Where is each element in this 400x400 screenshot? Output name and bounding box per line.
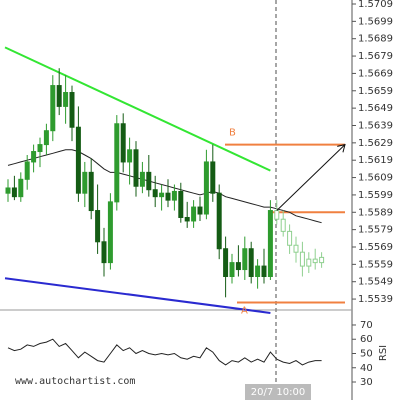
candle-body	[171, 190, 177, 201]
candle-body	[114, 123, 120, 203]
rsi-label: RSI	[378, 345, 389, 361]
time-label-box	[245, 384, 311, 400]
candle-body	[235, 262, 241, 271]
candle-body	[210, 161, 216, 194]
candle-body	[50, 85, 56, 132]
candle-body	[223, 248, 229, 278]
candle-body	[24, 161, 30, 180]
rsi-tick-label: 50	[360, 348, 373, 359]
support-line	[4, 277, 271, 314]
candle-body	[139, 171, 145, 187]
candle-body	[63, 92, 69, 107]
time-label: 20/7 10:00	[251, 387, 305, 398]
candle-body	[69, 92, 75, 128]
candle-body	[11, 187, 17, 198]
candle-body	[216, 192, 222, 250]
candle-body	[127, 149, 133, 163]
candle-body	[255, 265, 261, 278]
rsi-tick-label: 30	[360, 377, 373, 388]
y-tick-label: 1.5539	[358, 294, 393, 305]
y-tick-label: 1.5549	[358, 277, 393, 288]
rsi-tick-label: 40	[360, 363, 373, 374]
y-tick-label: 1.5619	[358, 155, 393, 166]
candle-body	[229, 262, 235, 278]
candle-body	[306, 258, 312, 267]
candle-body	[184, 216, 190, 222]
projection-arrow	[276, 144, 346, 211]
candle-body	[146, 171, 152, 191]
candle-body	[18, 178, 24, 198]
candle-body	[159, 192, 165, 198]
candle-body	[31, 151, 37, 163]
candle-body	[287, 230, 293, 246]
rsi-tick-label: 60	[360, 334, 373, 345]
candle-body	[197, 206, 203, 215]
y-tick-label: 1.5709	[358, 0, 393, 10]
candle-body	[274, 210, 280, 220]
watermark: www.autochartist.com	[15, 376, 135, 387]
candle-body	[312, 258, 318, 264]
y-tick-label: 1.5609	[358, 173, 393, 184]
candle-body	[248, 248, 254, 278]
candle-body	[95, 210, 101, 243]
candle-body	[107, 201, 113, 264]
candle-body	[101, 241, 107, 264]
candle-body	[37, 144, 43, 153]
y-tick-label: 1.5599	[358, 190, 393, 201]
candle-body	[191, 206, 197, 222]
candle-body	[261, 265, 267, 278]
y-tick-label: 1.5679	[358, 51, 393, 62]
y-tick-label: 1.5589	[358, 207, 393, 218]
y-tick-label: 1.5639	[358, 120, 393, 131]
y-tick-label: 1.5649	[358, 103, 393, 114]
y-tick-label: 1.5699	[358, 16, 393, 27]
y-tick-label: 1.5559	[358, 259, 393, 270]
moving-average	[7, 149, 322, 224]
candle-body	[319, 256, 325, 264]
y-tick-label: 1.5579	[358, 225, 393, 236]
candle-body	[43, 130, 49, 146]
candle-body	[178, 190, 184, 218]
candle-body	[203, 161, 209, 215]
resistance-line	[4, 46, 271, 172]
y-tick-label: 1.5689	[358, 34, 393, 45]
rsi-line	[7, 338, 322, 366]
arrow-head	[337, 143, 346, 153]
candle-body	[152, 189, 158, 198]
candle-body	[165, 192, 171, 201]
candle-body	[133, 149, 139, 187]
candle-body	[293, 244, 299, 253]
y-tick-label: 1.5629	[358, 138, 393, 149]
candle-body	[75, 126, 81, 194]
y-tick-label: 1.5669	[358, 68, 393, 79]
candle-body	[280, 218, 286, 232]
candle-body	[299, 251, 305, 267]
level-label: A	[241, 306, 248, 317]
y-tick-label: 1.5569	[358, 242, 393, 253]
candle-body	[242, 248, 248, 271]
candle-body	[88, 171, 94, 212]
candle-body	[82, 171, 88, 194]
y-tick-label: 1.5659	[358, 86, 393, 97]
candle-body	[120, 123, 126, 163]
level-label: B	[229, 128, 236, 139]
candle-body	[5, 187, 11, 194]
candle-body	[267, 210, 273, 278]
candle-body	[56, 85, 62, 107]
rsi-tick-label: 70	[360, 320, 373, 331]
